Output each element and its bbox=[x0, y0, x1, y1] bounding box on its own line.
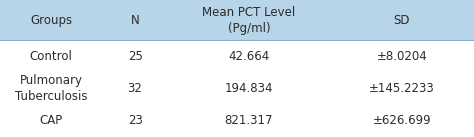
Text: ±626.699: ±626.699 bbox=[373, 114, 431, 127]
Text: ±145.2233: ±145.2233 bbox=[369, 82, 435, 95]
Text: Groups: Groups bbox=[30, 14, 72, 27]
Text: CAP: CAP bbox=[39, 114, 63, 127]
Bar bbox=[0, 40, 474, 137]
Text: N: N bbox=[131, 14, 139, 27]
Text: 32: 32 bbox=[128, 82, 143, 95]
Text: Mean PCT Level
(Pg/ml): Mean PCT Level (Pg/ml) bbox=[202, 6, 295, 35]
Text: Pulmonary
Tuberculosis: Pulmonary Tuberculosis bbox=[15, 74, 87, 103]
Text: 194.834: 194.834 bbox=[225, 82, 273, 95]
Text: SD: SD bbox=[393, 14, 410, 27]
Text: 25: 25 bbox=[128, 50, 143, 63]
Text: 23: 23 bbox=[128, 114, 143, 127]
Text: ±8.0204: ±8.0204 bbox=[376, 50, 427, 63]
Text: Control: Control bbox=[29, 50, 73, 63]
Text: 821.317: 821.317 bbox=[225, 114, 273, 127]
Text: 42.664: 42.664 bbox=[228, 50, 270, 63]
Bar bbox=[0, 0, 474, 40]
